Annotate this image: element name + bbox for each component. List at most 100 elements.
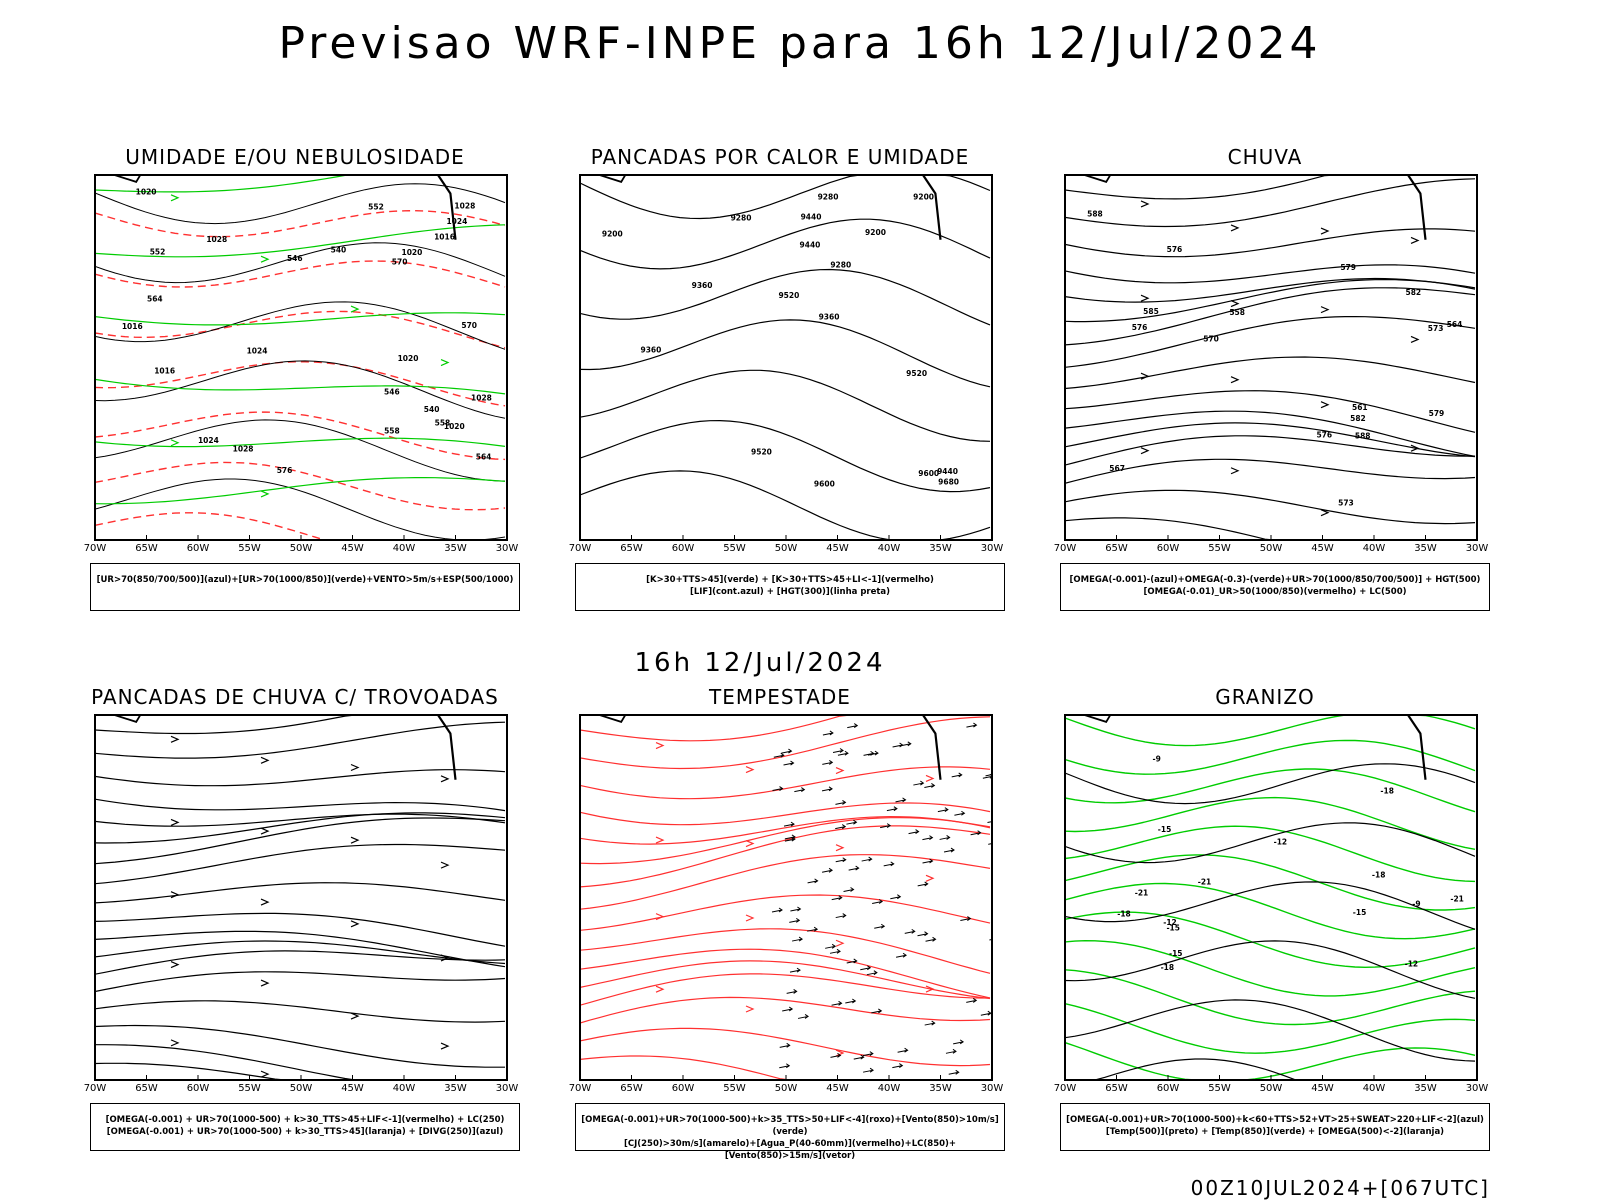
contour-label: -15: [1158, 825, 1172, 834]
contour-label: 9280: [731, 213, 752, 222]
contour-label: 570: [1203, 335, 1219, 344]
contour-label: 576: [1132, 323, 1148, 332]
run-stamp: 00Z10JUL2024+[067UTC]: [1190, 1176, 1490, 1200]
contour-label: 546: [384, 388, 400, 397]
contour-label: 9600: [814, 479, 835, 488]
contour-label: 552: [368, 203, 384, 212]
contour-label: 573: [1428, 324, 1444, 333]
lon-tick-label: 35W: [444, 1083, 467, 1093]
contour-label: 1020: [401, 248, 422, 257]
lon-tick-label: 35W: [444, 543, 467, 553]
contour-label: 564: [147, 295, 163, 304]
lon-tick-label: 35W: [929, 543, 952, 553]
contour-label: -12: [1405, 960, 1419, 969]
contour-label: 1028: [471, 394, 492, 403]
lon-tick-label: 65W: [135, 1083, 158, 1093]
contour-label: 1024: [247, 346, 268, 355]
contour-label: -15: [1353, 908, 1367, 917]
contour-label: 540: [331, 246, 347, 255]
contour-label: 585: [1143, 307, 1159, 316]
contour-label: -15: [1169, 949, 1183, 958]
map-tempestade: 12S15S18S21S24S27S30S33S36S39S42S70W65W6…: [535, 713, 1025, 1093]
contour-label: 9360: [640, 345, 661, 354]
contour-label: -21: [1450, 895, 1464, 904]
contour-label: 1020: [444, 422, 465, 431]
legend-line: [OMEGA(-0.001)+UR>70(1000-500)+k>35_TTS>…: [581, 1115, 999, 1137]
contour-label: 1016: [122, 322, 143, 331]
lon-tick-label: 50W: [290, 1083, 313, 1093]
contour-label: 564: [1447, 320, 1463, 329]
map-umidade: 1016 1016 1020 1020 1024 1028 1028 1024 1020 1028…: [50, 173, 540, 553]
legend-line: [K>30+TTS>45](verde) + [K>30+TTS>45+LI<-…: [646, 575, 934, 585]
lon-tick-label: 45W: [826, 543, 849, 553]
map-chuva: 588 582 579 576 573 570 567 564 561 558 573 576 579 5…: [1020, 173, 1510, 553]
panel-title: GRANIZO: [1215, 685, 1315, 709]
contour-label: 9440: [800, 241, 821, 250]
panel-title: PANCADAS DE CHUVA C/ TROVOADAS: [91, 685, 499, 709]
legend-line: [LIF](cont.azul) + [HGT(300)](linha pret…: [689, 587, 891, 597]
contour-label: 570: [461, 321, 477, 330]
lon-tick-label: 35W: [1414, 543, 1437, 553]
contour-label: 579: [1429, 409, 1445, 418]
lon-tick-label: 60W: [187, 543, 210, 553]
lon-tick-label: 55W: [238, 543, 261, 553]
lon-tick-label: 55W: [1208, 543, 1231, 553]
legend-line: [OMEGA(-0.01)_UR>50(1000/850)(vermelho) …: [1143, 587, 1407, 597]
lon-tick-label: 55W: [723, 543, 746, 553]
panel-chuva: CHUVA 588 582 579 576 573 570 567 564 561 558 573 5…: [1020, 145, 1510, 655]
lon-tick-label: 70W: [569, 1083, 592, 1093]
lon-tick-label: 40W: [1363, 1083, 1386, 1093]
lon-tick-label: 30W: [1466, 1083, 1489, 1093]
lon-tick-label: 70W: [84, 1083, 107, 1093]
legend-pancadas-calor: [K>30+TTS>45](verde) + [K>30+TTS>45+LI<-…: [575, 563, 1005, 611]
lon-tick-label: 40W: [878, 1083, 901, 1093]
contour-label: -21: [1135, 889, 1149, 898]
contour-label: 1020: [136, 187, 157, 196]
contour-label: 9280: [818, 193, 839, 202]
lon-tick-label: 30W: [496, 543, 519, 553]
lon-tick-label: 45W: [341, 543, 364, 553]
contour-label: 9680: [938, 478, 959, 487]
contour-label: -9: [1152, 755, 1160, 764]
contour-label: 1028: [206, 235, 227, 244]
contour-label: -18: [1161, 963, 1175, 972]
legend-pancadas-trovoadas: [OMEGA(-0.001) + UR>70(1000-500) + k>30_…: [90, 1103, 520, 1151]
lon-tick-label: 40W: [878, 543, 901, 553]
contour-label: 573: [1338, 499, 1354, 508]
lon-tick-label: 40W: [1363, 543, 1386, 553]
legend-line: [UR>70(850/700/500)](azul)+[UR>70(1000/8…: [96, 575, 514, 585]
panel-umidade: UMIDADE E/OU NEBULOSIDADE 1016 1016 1020 10…: [50, 145, 540, 655]
panel-title: TEMPESTADE: [709, 685, 851, 709]
lon-tick-label: 30W: [981, 543, 1004, 553]
contour-label: 570: [392, 257, 408, 266]
contour-label: 9200: [602, 230, 623, 239]
contour-label: -9: [1412, 900, 1420, 909]
legend-line: [Temp(500)](preto) + [Temp(850)](verde) …: [1105, 1127, 1445, 1137]
lon-tick-label: 35W: [929, 1083, 952, 1093]
contour-label: 9360: [819, 312, 840, 321]
contour-label: 576: [1167, 245, 1183, 254]
contour-label: 561: [1352, 403, 1368, 412]
lon-tick-label: 40W: [393, 543, 416, 553]
panel-pancadas-calor: PANCADAS POR CALOR E UMIDADE 9680 9600 952…: [535, 145, 1025, 655]
lon-tick-label: 30W: [981, 1083, 1004, 1093]
lon-tick-label: 50W: [775, 1083, 798, 1093]
lon-tick-label: 50W: [1260, 543, 1283, 553]
contour-label: -18: [1380, 786, 1394, 795]
contour-label: 9440: [937, 467, 958, 476]
lon-tick-label: 70W: [569, 543, 592, 553]
contour-label: -12: [1163, 918, 1177, 927]
lon-tick-label: 35W: [1414, 1083, 1437, 1093]
lon-tick-label: 45W: [1311, 543, 1334, 553]
map-pancadas-calor: 9680 9600 9520 9440 9360 9280 9200 9600 9520 9440…: [535, 173, 1025, 553]
contour-label: 1024: [446, 217, 467, 226]
contour-label: 564: [476, 453, 492, 462]
contour-label: 582: [1405, 288, 1421, 297]
contour-label: 9440: [801, 213, 822, 222]
lon-tick-label: 60W: [187, 1083, 210, 1093]
contour-label: 1020: [398, 354, 419, 363]
contour-label: 588: [1087, 210, 1103, 219]
lon-tick-label: 55W: [238, 1083, 261, 1093]
lon-tick-label: 30W: [496, 1083, 519, 1093]
legend-chuva: [OMEGA(-0.001)-(azul)+OMEGA(-0.3)-(verde…: [1060, 563, 1490, 611]
